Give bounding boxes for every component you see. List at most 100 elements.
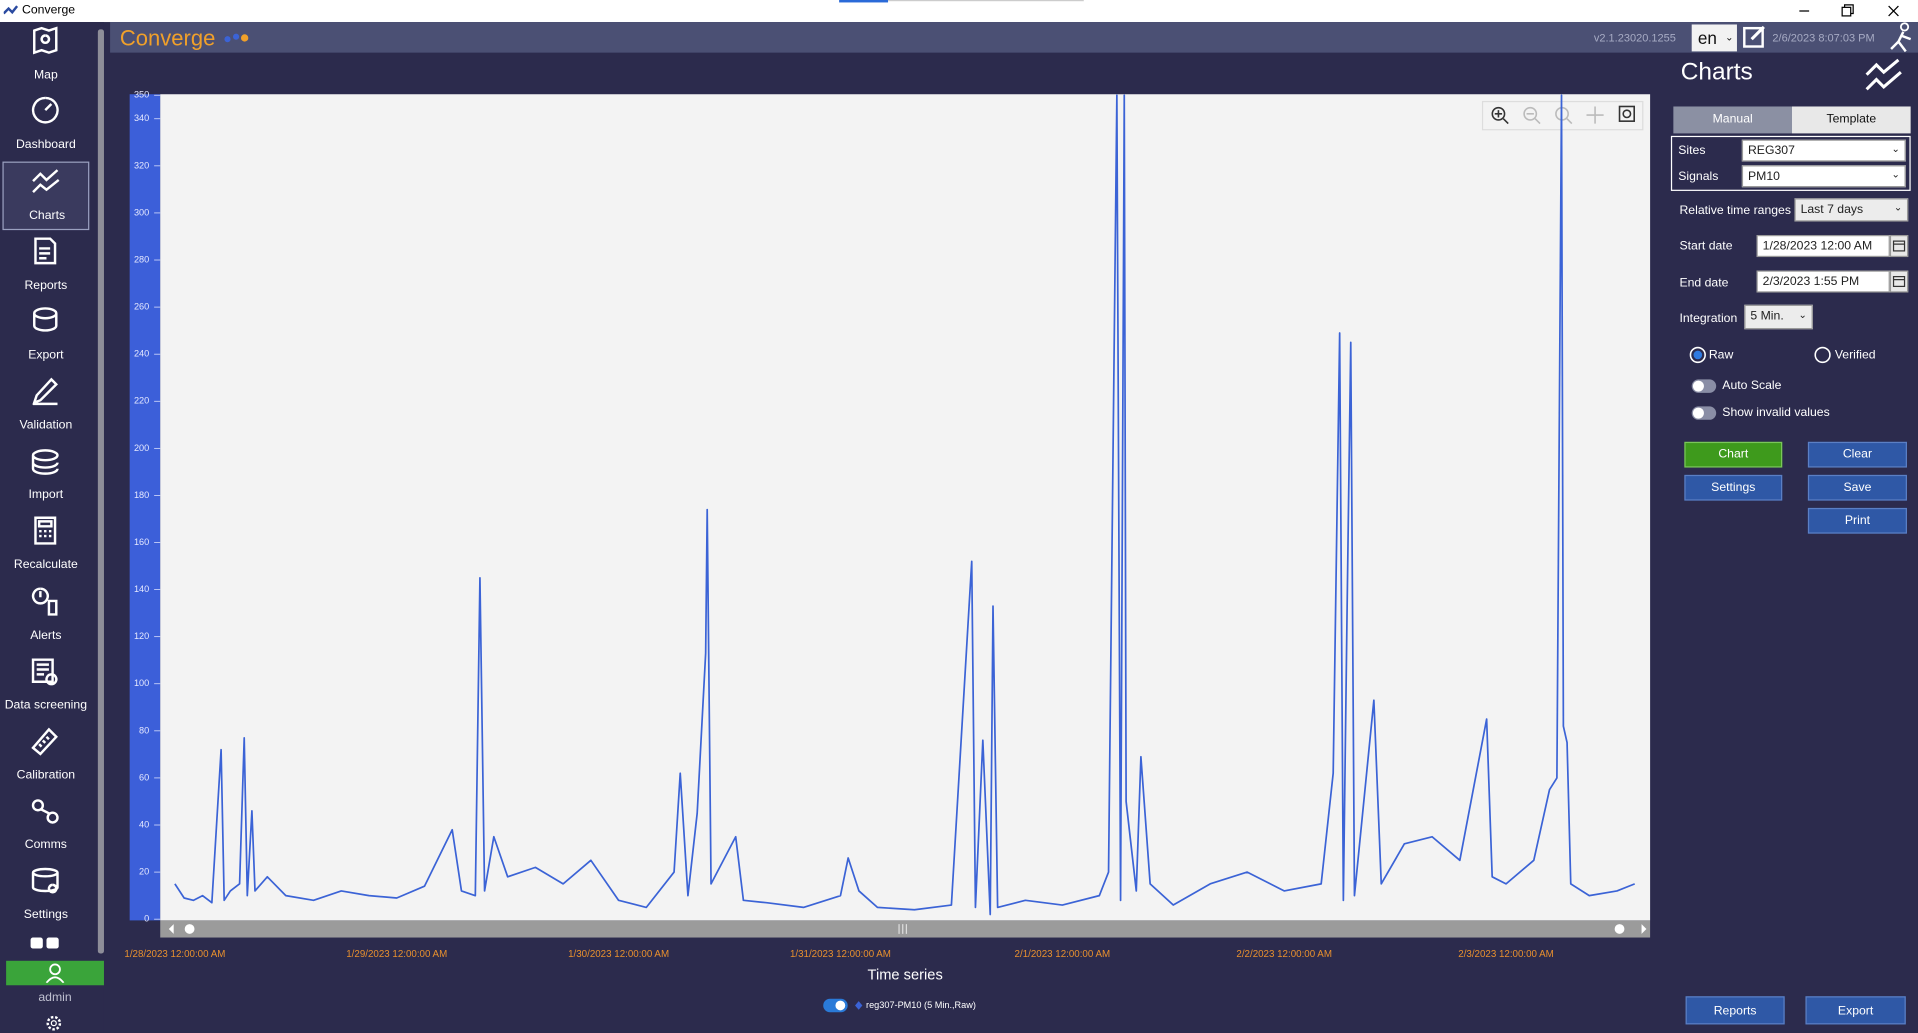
scroll-handle[interactable] (1614, 924, 1625, 934)
y-tick-label: 80 (139, 725, 149, 735)
app-icon (3, 5, 19, 15)
reports-button[interactable]: Reports (1685, 996, 1785, 1025)
nav-icon-shape (34, 236, 57, 264)
toggle-auto-scale[interactable] (1691, 379, 1717, 393)
nav-item[interactable]: Settings (2, 862, 89, 931)
integration-select[interactable]: 5 Min. ⌄ (1744, 304, 1813, 330)
legend[interactable]: reg307-PM10 (5 Min.,Raw) (823, 998, 976, 1013)
settings-button[interactable]: Settings (1684, 474, 1783, 501)
side-panel: Charts Manual Template Sites REG307 ⌄ Sig… (1670, 53, 1918, 1033)
gear-icon[interactable] (44, 1013, 64, 1033)
y-tick-label: 350 (134, 90, 149, 100)
y-tick-label: 140 (134, 584, 149, 594)
signals-select[interactable]: PM10 ⌄ (1741, 165, 1906, 188)
x-axis-title: Time series (868, 967, 943, 983)
x-scrollbar[interactable] (160, 920, 1651, 938)
datetime: 2/6/2023 8:07:03 PM (1772, 31, 1875, 45)
nav-icon (31, 727, 58, 756)
y-tick-label: 340 (134, 113, 149, 123)
dropdown-arrow: ⌄ (1725, 31, 1734, 43)
nav-label: Alerts (30, 628, 62, 643)
user-walk-icon[interactable] (1886, 22, 1915, 53)
language-select[interactable]: en ⌄ (1691, 24, 1737, 52)
y-tick-label: 0 (144, 914, 149, 924)
zoom-toolbar (1481, 100, 1644, 131)
nav-label: Validation (19, 418, 73, 433)
y-axis-band (129, 94, 161, 921)
user-badge[interactable] (6, 960, 104, 986)
nav-label: Export (28, 348, 64, 363)
y-tick-label: 320 (134, 160, 149, 170)
dropdown-arrow: ⌄ (1891, 143, 1900, 155)
nav-icon (31, 96, 59, 124)
title-bar: Converge (0, 0, 1918, 23)
nav-icon (32, 377, 58, 406)
tab-template[interactable]: Template (1792, 106, 1911, 134)
nav-item[interactable]: Dashboard (2, 92, 89, 161)
nav-icon (33, 26, 58, 55)
y-tick-label: 260 (134, 302, 149, 312)
nav-label: Calibration (16, 768, 76, 783)
legend-toggle-knob (835, 1000, 846, 1011)
nav-icon-shape (31, 658, 58, 686)
range-select[interactable]: Last 7 days ⌄ (1794, 198, 1909, 222)
export-button[interactable]: Export (1805, 996, 1906, 1025)
nav-item[interactable]: Recalculate (2, 512, 89, 581)
brand-logo (224, 33, 249, 43)
clear-button[interactable]: Clear (1807, 441, 1907, 468)
nav-item[interactable]: Export (2, 302, 89, 371)
nav-icon (34, 516, 57, 546)
nav-item[interactable]: Validation (2, 372, 89, 441)
nav-item[interactable]: Charts (2, 162, 90, 231)
scroll-grip (898, 924, 908, 934)
window-controls[interactable] (1796, 2, 1913, 19)
nav-icon-shape (31, 96, 59, 124)
radio-raw[interactable] (1688, 345, 1708, 365)
sites-value: REG307 (1747, 144, 1795, 158)
x-tick-label: 1/31/2023 12:00:00 AM (790, 949, 891, 960)
panel-title: Charts (1680, 58, 1753, 86)
nav-more-icon[interactable] (29, 935, 61, 952)
radio-raw-label: Raw (1708, 348, 1734, 363)
title-accent (839, 0, 889, 3)
start-calendar[interactable] (1889, 234, 1909, 258)
sidebar-scrollbar[interactable] (97, 29, 104, 954)
nav-icon-shape (31, 727, 58, 756)
y-tick-label: 40 (139, 819, 149, 829)
window-title: Converge (22, 3, 76, 18)
edit-icon[interactable] (1742, 24, 1766, 48)
print-button[interactable]: Print (1807, 507, 1907, 534)
nav-icon (33, 306, 58, 332)
nav-icon (31, 799, 59, 824)
y-tick-label: 160 (134, 537, 149, 547)
nav-item[interactable]: Map (2, 22, 89, 91)
nav-item[interactable]: Import (2, 442, 89, 511)
radio-verified[interactable] (1813, 345, 1833, 365)
end-input[interactable]: 2/3/2023 1:55 PM (1756, 270, 1890, 293)
nav-label: Reports (24, 278, 68, 293)
start-input[interactable]: 1/28/2023 12:00 AM (1756, 234, 1890, 258)
calendar-icon (1892, 275, 1906, 288)
x-tick-label: 2/1/2023 12:00:00 AM (1015, 949, 1111, 960)
nav-item[interactable]: Calibration (2, 722, 89, 791)
sidebar: admin Map Dashboard Charts Reports Export Val… (0, 22, 104, 1033)
chart-button[interactable]: Chart (1684, 441, 1783, 468)
nav-item[interactable]: Comms (2, 792, 89, 861)
nav-label: Import (28, 488, 64, 503)
tab-manual[interactable]: Manual (1673, 106, 1793, 134)
nav-item[interactable]: Reports (2, 232, 89, 301)
nav-icon (31, 658, 58, 686)
nav-item[interactable]: Alerts (2, 582, 89, 651)
language: en (1697, 28, 1717, 48)
nav-icon-shape (33, 26, 58, 55)
scroll-handle[interactable] (184, 924, 195, 934)
toggle-invalid[interactable] (1691, 406, 1717, 420)
calendar-icon (1892, 240, 1906, 252)
sites-select[interactable]: REG307 ⌄ (1741, 139, 1906, 162)
save-button[interactable]: Save (1807, 474, 1907, 501)
end-calendar[interactable] (1889, 270, 1909, 293)
y-tick-label: 100 (134, 678, 149, 688)
nav-item[interactable]: Data screening (2, 652, 89, 721)
